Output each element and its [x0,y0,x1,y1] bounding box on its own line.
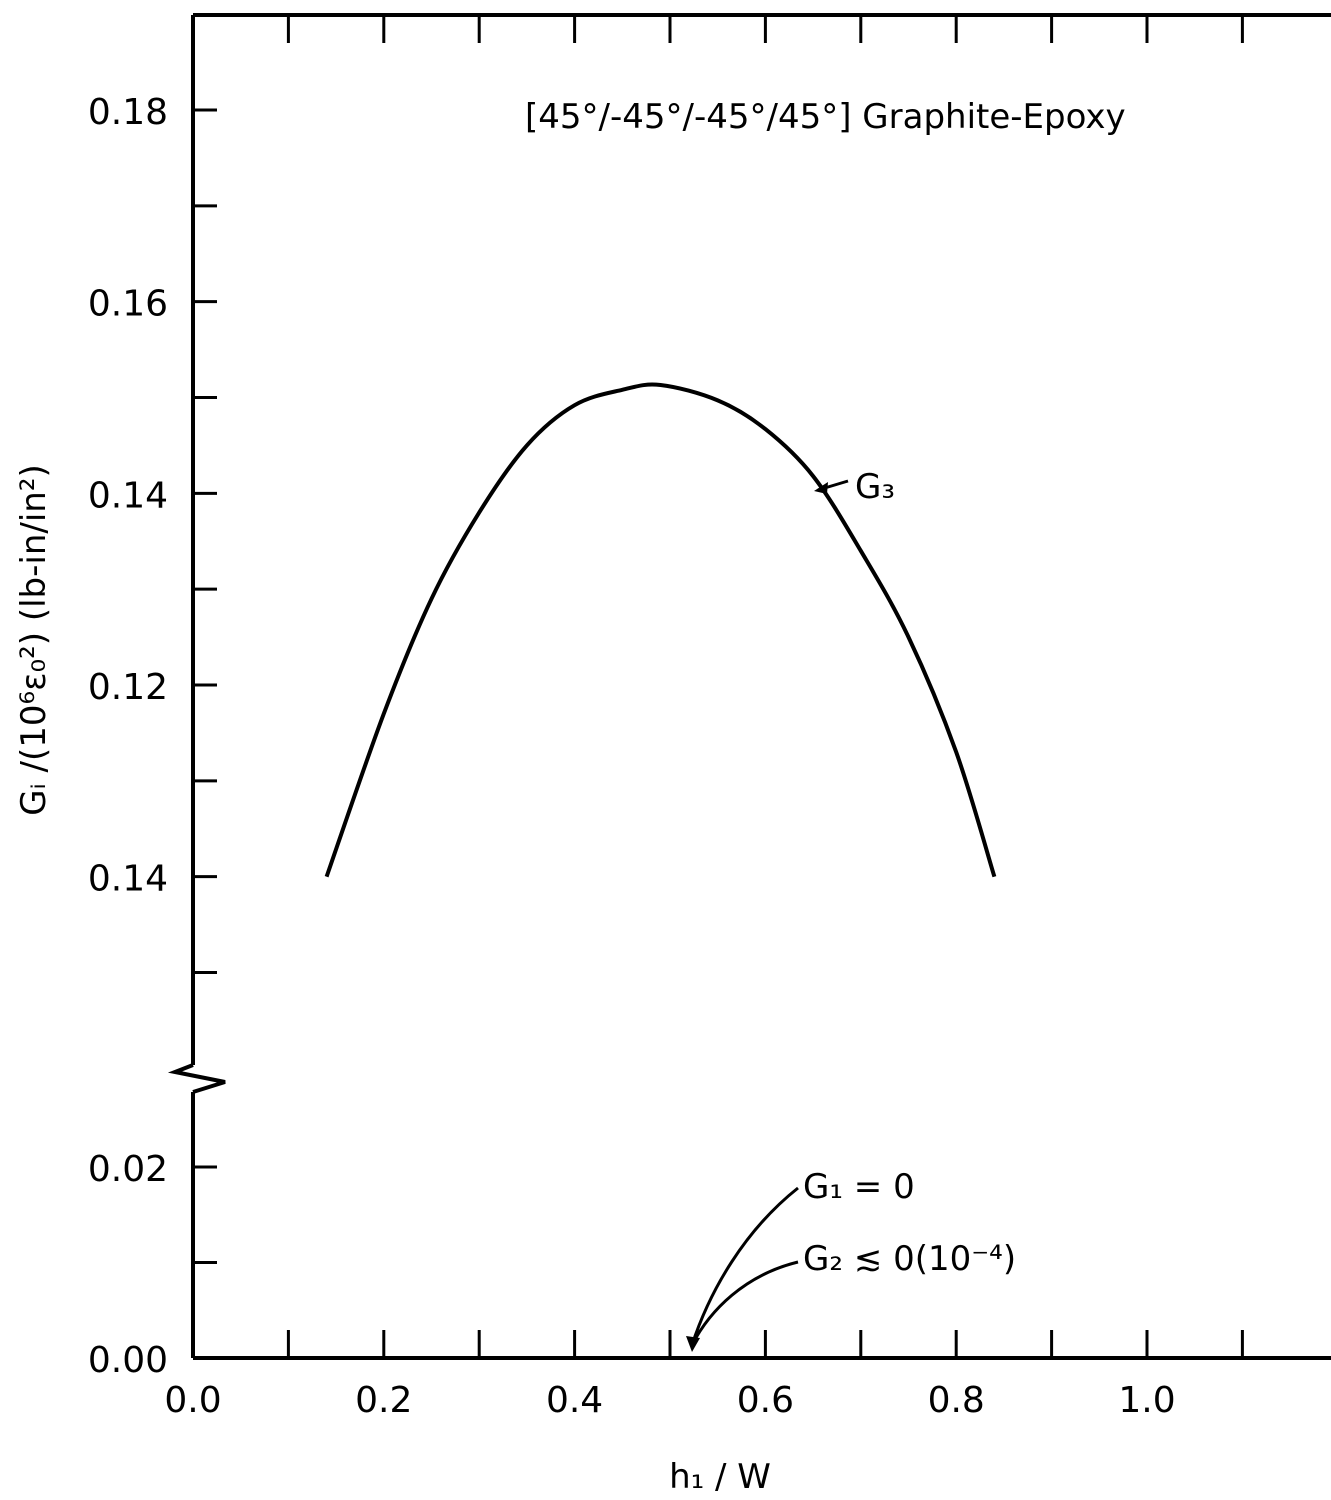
annotation-arrowhead [686,1336,700,1352]
series-label-g3: G₃ [855,467,895,507]
x-tick-label: 0.4 [546,1380,603,1421]
y-tick-label: 0.00 [88,1340,168,1381]
x-axis-title: h₁ / W [669,1457,771,1497]
x-tick-label: 0.0 [164,1380,221,1421]
annotation-g1: G₁ = 0 [803,1167,915,1207]
axis-break-mark [167,1063,226,1094]
x-tick-label: 0.8 [928,1380,985,1421]
ticks-layer [191,15,1244,1358]
x-tick-label: 1.0 [1118,1380,1175,1421]
x-tick-label: 0.2 [355,1380,412,1421]
series-line-g3 [324,382,997,878]
y-tick-label: 0.12 [88,667,168,708]
y-tick-label: 0.02 [88,1149,168,1190]
y-tick-label: 0.14 [88,475,168,516]
g1-leader [690,1186,799,1346]
x-tick-label: 0.6 [737,1380,794,1421]
labels-layer: 0.0 0.2 0.4 0.6 0.8 1.0 0.18 0.16 0.14 0.12 0.14 0.… [88,92,1176,1421]
y-tick-label: 0.14 [88,859,168,900]
annotation-g2: G₂ ≲ 0(10⁻⁴) [803,1239,1016,1279]
y-tick-label: 0.18 [88,92,168,133]
chart-title: [45°/-45°/-45°/45°] Graphite-Epoxy [525,97,1126,137]
g3-pointer-arrowhead [814,482,828,494]
y-tick-label: 0.16 [88,284,168,325]
y-axis-title: Gᵢ /(10⁶ε₀²) (lb-in/in²) [14,464,54,815]
g2-leader [690,1260,799,1346]
